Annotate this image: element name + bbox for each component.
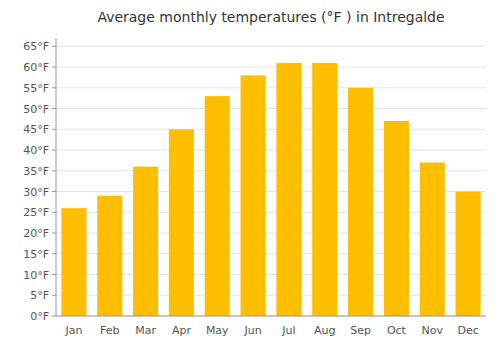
- tick-mark: [52, 129, 56, 130]
- grid-line: [56, 150, 486, 151]
- tick-mark: [52, 67, 56, 68]
- x-axis: Jan Feb Mar Apr May Jun Jul Aug Sep Oct Nov Dec: [64, 324, 478, 337]
- tick-mark: [52, 46, 56, 47]
- title: Average monthly temperatures (°F ) in In…: [97, 9, 444, 25]
- tick-label: Nov: [422, 324, 444, 337]
- tick-label: Jun: [243, 324, 261, 337]
- grid-line: [56, 67, 486, 68]
- x-axis-line: [56, 316, 486, 317]
- bar: [276, 63, 301, 316]
- tick-label: Mar: [135, 324, 156, 337]
- tick-label: May: [206, 324, 229, 337]
- tick-label: Apr: [172, 324, 192, 337]
- tick-label: 5°F: [30, 289, 49, 302]
- grid: [56, 46, 486, 316]
- tick-label: Sep: [350, 324, 371, 337]
- tick-mark: [52, 233, 56, 234]
- tick-mark: [52, 87, 56, 88]
- tick-label: 60°F: [23, 61, 49, 74]
- grid-line: [56, 316, 486, 317]
- bar: [97, 196, 122, 316]
- tick-label: 65°F: [23, 40, 49, 53]
- tick-label: Aug: [314, 324, 335, 337]
- tick-mark: [52, 295, 56, 296]
- grid-line: [56, 108, 486, 109]
- bar: [312, 63, 337, 316]
- tick-label: 35°F: [23, 165, 49, 178]
- bar: [169, 129, 194, 316]
- tick-mark: [52, 253, 56, 254]
- tick-label: 40°F: [23, 144, 49, 157]
- tick-label: Dec: [457, 324, 478, 337]
- tick-label: Oct: [387, 324, 407, 337]
- bar: [456, 192, 481, 316]
- tick-label: Feb: [100, 324, 119, 337]
- tick-label: 25°F: [23, 206, 49, 219]
- grid-line: [56, 46, 486, 47]
- tick-label: 45°F: [23, 123, 49, 136]
- tick-label: Jul: [281, 324, 295, 337]
- tick-label: 0°F: [30, 310, 49, 323]
- tick-label: 10°F: [23, 269, 49, 282]
- tick-mark: [52, 212, 56, 213]
- tick-label: 20°F: [23, 227, 49, 240]
- bars: [61, 63, 480, 316]
- tick-mark: [52, 108, 56, 109]
- bar: [61, 208, 86, 316]
- tick-label: 30°F: [23, 186, 49, 199]
- tick-mark: [52, 150, 56, 151]
- bar: [420, 162, 445, 316]
- bar: [133, 167, 158, 316]
- chart: Average monthly temperatures (°F ) in In…: [0, 0, 500, 350]
- tick-label: Jan: [64, 324, 82, 337]
- tick-mark: [52, 274, 56, 275]
- y-axis-line: [56, 38, 57, 316]
- y-axis: 0°F 5°F 10°F 15°F 20°F 25°F 30°F 35°F 40°F 45°F 50…: [23, 40, 56, 323]
- tick-mark: [52, 170, 56, 171]
- bar: [348, 88, 373, 316]
- tick-mark: [52, 316, 56, 317]
- tick-mark: [52, 191, 56, 192]
- page: {"chart_data": {"type": "bar", "title": …: [0, 0, 500, 350]
- bar: [384, 121, 409, 316]
- tick-label: 55°F: [23, 82, 49, 95]
- tick-label: 15°F: [23, 248, 49, 261]
- grid-line: [56, 87, 486, 88]
- grid-line: [56, 129, 486, 130]
- bar: [205, 96, 230, 316]
- tick-label: 50°F: [23, 103, 49, 116]
- bar: [241, 75, 266, 316]
